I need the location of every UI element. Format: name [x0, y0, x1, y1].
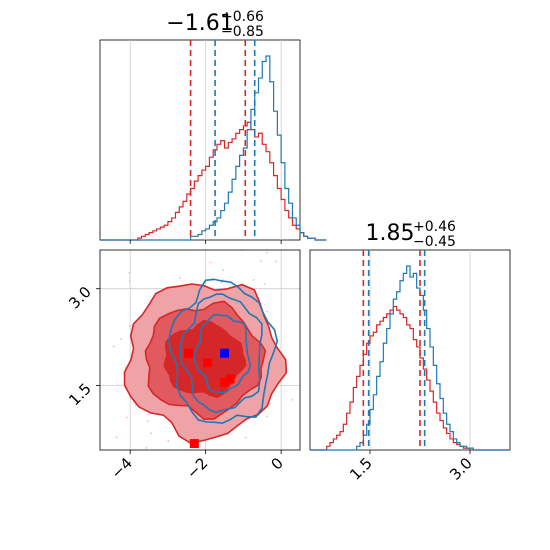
joint-contours-blue — [167, 278, 279, 424]
joint-scatter-point — [213, 485, 215, 487]
joint-scatter-point — [115, 436, 118, 439]
joint-scatter-point — [269, 402, 272, 405]
joint-scatter-point — [96, 275, 98, 277]
hist-x-title-median: −1.61 — [166, 11, 233, 36]
joint-blue-contour-2 — [167, 278, 279, 424]
joint-blue-contour-1 — [179, 293, 263, 414]
joint-scatter-point — [178, 277, 181, 280]
hist-x-title: −1.61 — [166, 11, 233, 36]
joint-blue-contour-0 — [193, 313, 252, 394]
hist-y-series-red — [310, 305, 510, 451]
hist-y-title: 1.85 — [366, 221, 415, 246]
joint-scatter-point — [150, 432, 153, 435]
hist-y-panel: 1.5 3.0 1.85 +0.46 −0.45 — [309, 219, 511, 484]
joint-scatter-point — [112, 345, 115, 348]
joint-x-tick-label-1: −2 — [183, 454, 211, 482]
joint-panel: −4 −2 0 1.5 3.0 — [65, 249, 302, 487]
joint-scatter-point — [266, 251, 268, 254]
joint-marker-blue-0 — [220, 348, 230, 358]
joint-scatter-point — [146, 420, 149, 423]
joint-scatter-point — [263, 283, 266, 286]
joint-scatter-point — [291, 398, 294, 401]
joint-scatter-point — [244, 436, 247, 439]
joint-scatter-point — [209, 261, 212, 264]
joint-marker-red-1 — [203, 358, 213, 368]
joint-red-contour-2 — [123, 283, 288, 445]
joint-scatter-point — [218, 466, 220, 468]
joint-y-tick-label-1: 3.0 — [65, 283, 95, 313]
hist-x-series-blue — [100, 55, 327, 241]
joint-markers — [184, 348, 235, 449]
joint-red-contour-1 — [144, 300, 267, 420]
joint-y-ticks: 1.5 3.0 — [65, 283, 100, 409]
joint-x-tick-label-2: 0 — [267, 454, 286, 473]
joint-scatter-point — [265, 415, 268, 418]
hist-y-tick-label-0: 1.5 — [346, 454, 376, 484]
joint-scatter-point — [223, 456, 225, 458]
joint-scatter-point — [252, 278, 255, 281]
joint-marker-red-2 — [220, 377, 230, 387]
hist-x-series-red — [100, 121, 327, 241]
joint-scatter-point — [128, 280, 131, 283]
joint-scatter-point — [275, 260, 277, 263]
hist-x-title-plus: +0.66 — [221, 9, 264, 25]
hist-x-title-minus: −0.85 — [221, 24, 264, 40]
hist-y-quantile-lines — [362, 250, 426, 450]
hist-y-ticks: 1.5 3.0 — [346, 450, 476, 484]
joint-scatter-point — [147, 413, 150, 416]
joint-scatter-point — [128, 324, 131, 327]
hist-y-title-minus: −0.45 — [413, 234, 456, 250]
joint-y-tick-label-0: 1.5 — [65, 380, 95, 410]
joint-scatter-point — [220, 281, 223, 284]
hist-x-ticks — [129, 240, 282, 244]
joint-marker-red-4 — [189, 439, 199, 449]
hist-x-frame — [99, 39, 301, 241]
hist-x-grid — [129, 40, 282, 240]
joint-marker-red-3 — [225, 374, 235, 384]
hist-y-tick-label-1: 3.0 — [446, 454, 476, 484]
joint-scatter-point — [183, 454, 185, 456]
joint-scatter-point — [119, 337, 122, 340]
hist-y-frame — [309, 249, 511, 451]
hist-y-title-plus: +0.46 — [413, 219, 456, 235]
joint-scatter-point — [167, 440, 170, 442]
joint-scatter-point — [260, 260, 262, 263]
joint-scatter-point — [145, 446, 148, 449]
joint-scatter-point — [229, 451, 231, 453]
joint-scatter-point — [126, 416, 128, 419]
joint-scatter-point — [222, 269, 224, 272]
joint-marker-red-0 — [184, 348, 194, 358]
joint-scatter-point — [266, 310, 269, 313]
joint-x-tick-label-0: −4 — [108, 454, 136, 482]
joint-x-ticks: −4 −2 0 — [108, 450, 287, 482]
hist-x-panel: −1.61 +0.66 −0.85 — [99, 9, 327, 244]
hist-y-title-median: 1.85 — [366, 221, 415, 246]
joint-scatter-point — [300, 368, 302, 370]
hist-y-series-blue — [310, 265, 510, 451]
hist-x-quantile-lines — [189, 40, 256, 240]
joint-frame — [99, 249, 301, 451]
joint-scatter-point — [128, 272, 131, 274]
